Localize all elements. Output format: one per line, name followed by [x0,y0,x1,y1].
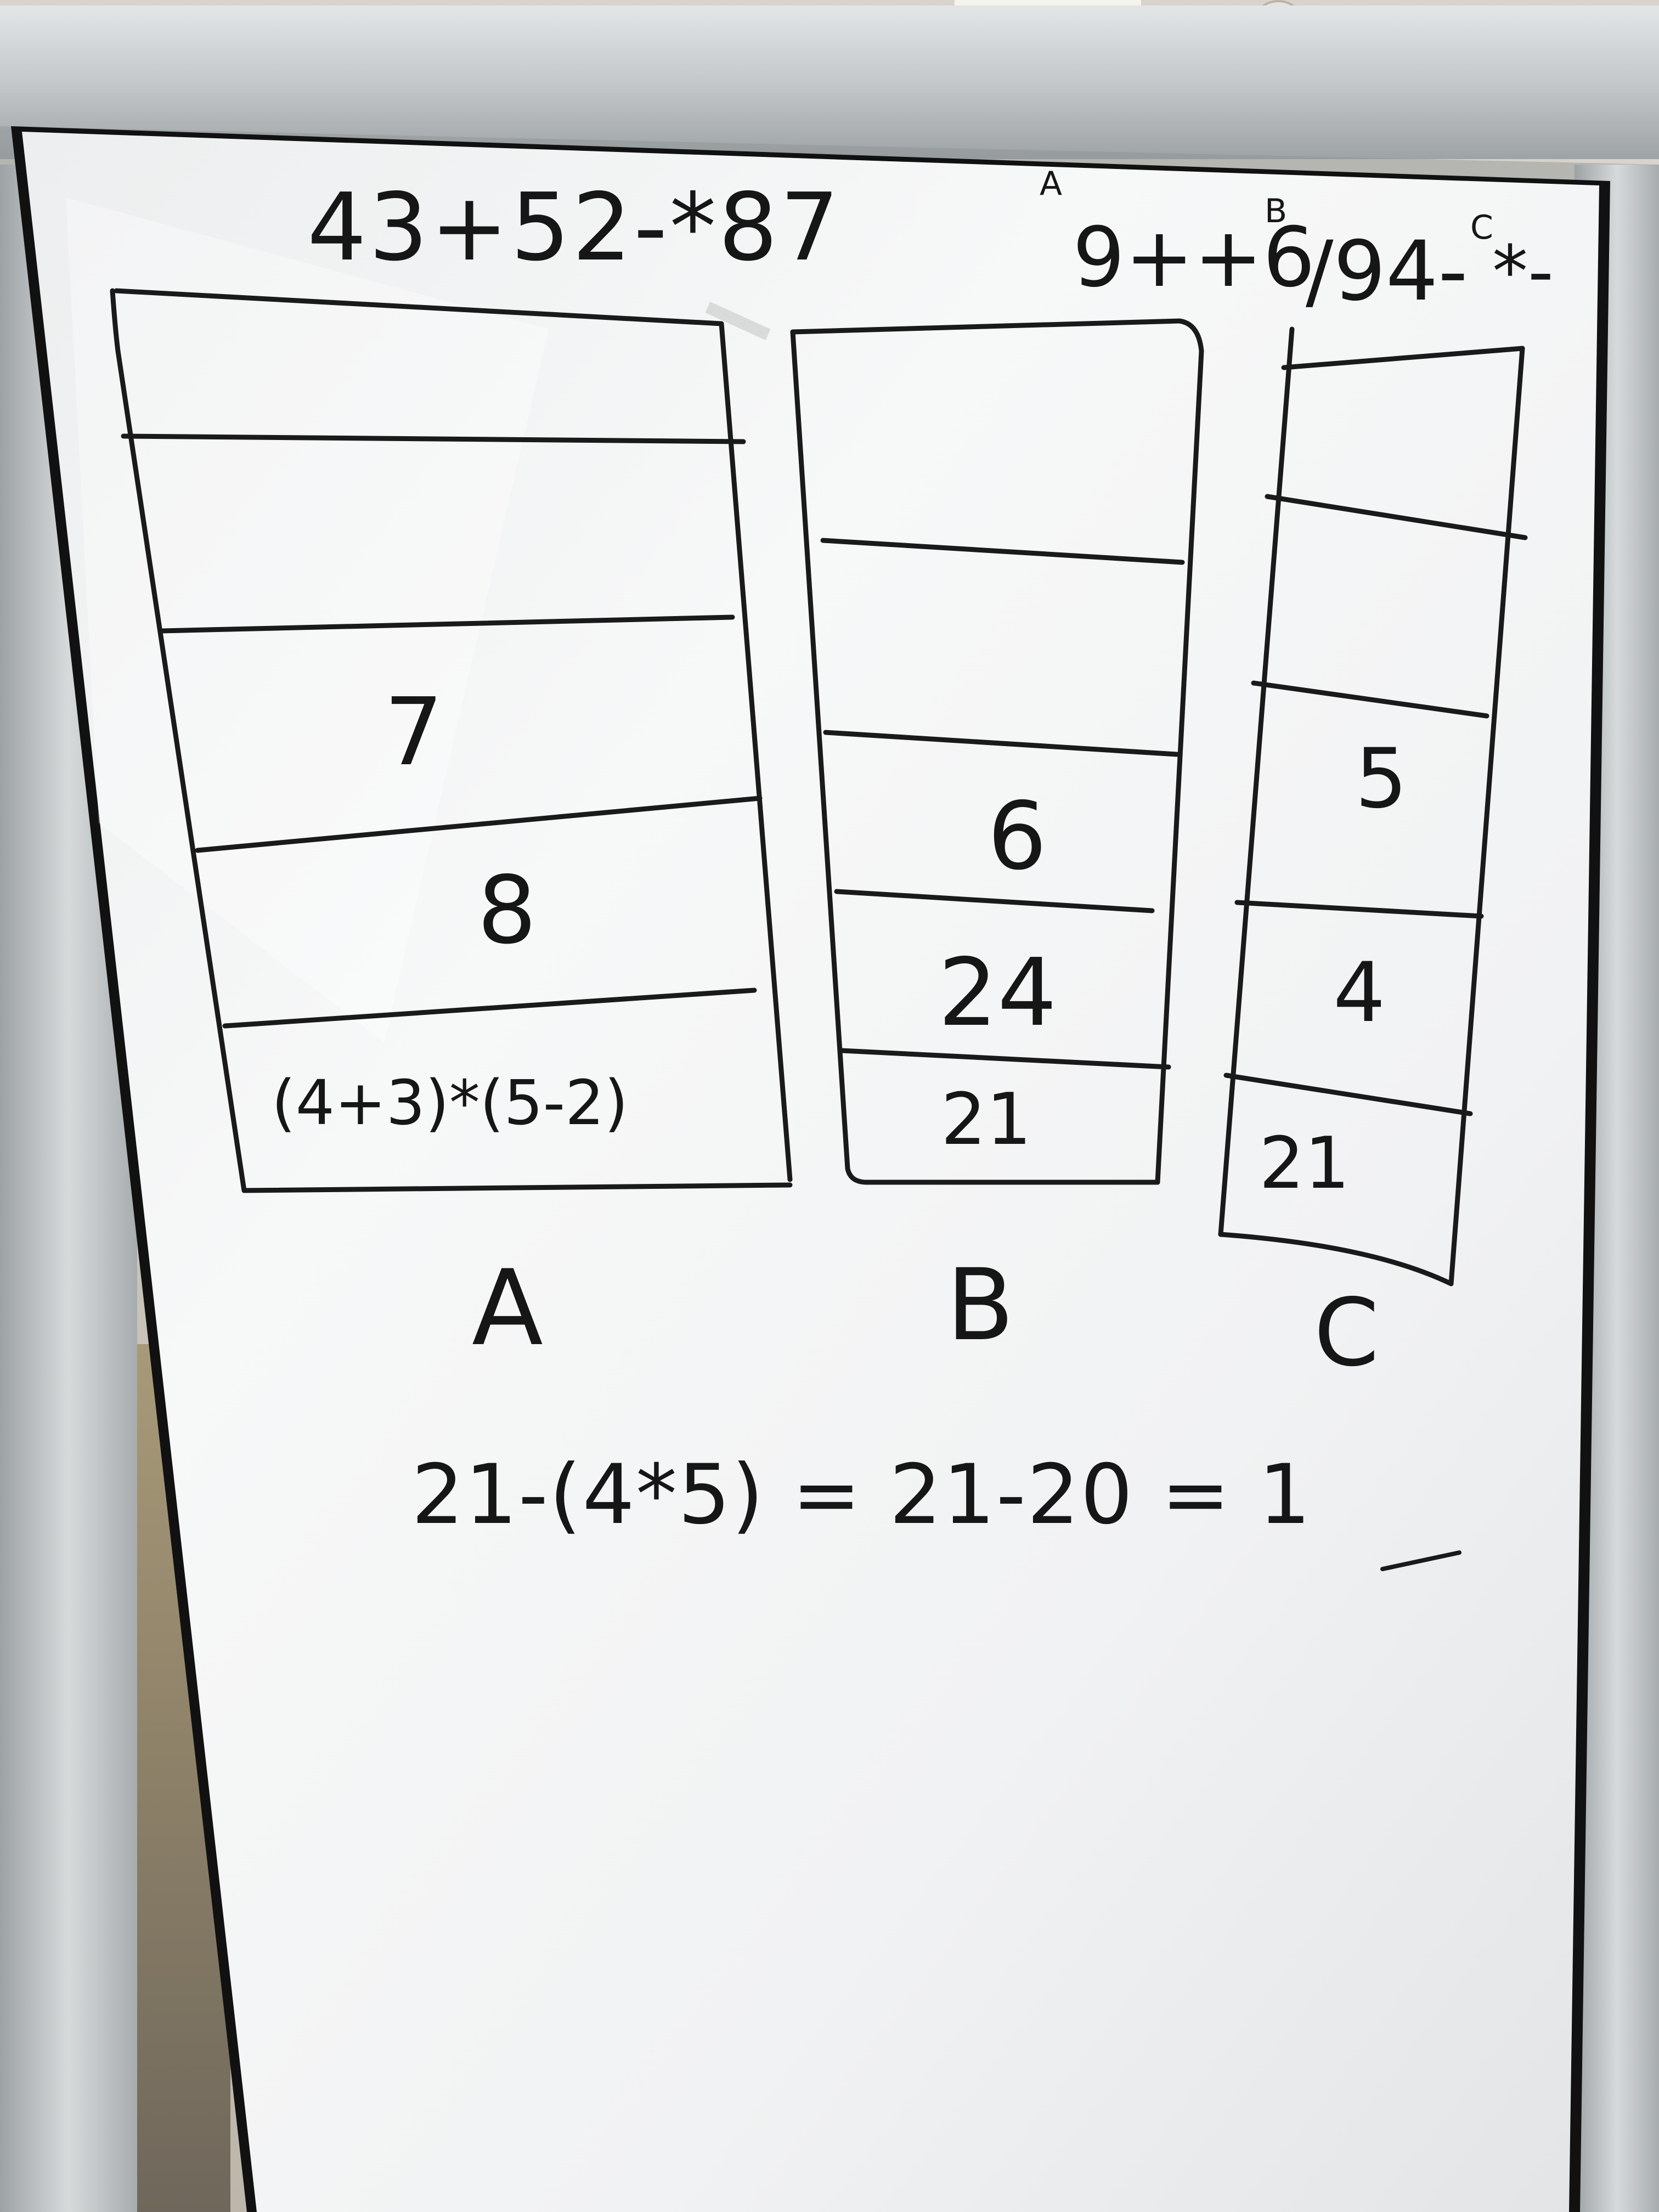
stack-b-label: B [946,1248,1014,1363]
stack-c-label: C [1314,1279,1379,1387]
answer-underline [1380,1550,1462,1571]
stack-a-label: A [472,1248,543,1369]
result-equation: 21-(4*5) = 21-20 = 1 [411,1447,1312,1543]
top-sequence: 43+52-*87 [307,173,842,282]
stack-a-cell-1: 7 [384,678,444,787]
stack-b-cell-3: 21 [941,1077,1032,1161]
stack-a-cell-2: 8 [477,856,537,965]
top-sequence-2: 9++6 [1073,210,1316,306]
stack-a-outline [110,288,793,1193]
stack-b-cell-2: 24 [938,939,1057,1047]
marker-b: B [1265,192,1288,230]
stack-c-cell-2: 4 [1333,945,1386,1041]
stack-c-cell-3: 21 [1259,1121,1350,1205]
stack-b-outline [790,318,1204,1185]
stack-b-cell-1: 6 [988,782,1047,891]
top-sequence-3: /94- [1306,224,1468,319]
top-sequence-4: *- [1492,230,1554,313]
marker-c: C [1470,208,1493,247]
stack-c-outline [1218,326,1528,1286]
stack-a-cell-3: (4+3)*(5-2) [272,1068,629,1139]
marker-a: A [1040,165,1063,203]
stack-c-cell-1: 5 [1355,731,1408,827]
